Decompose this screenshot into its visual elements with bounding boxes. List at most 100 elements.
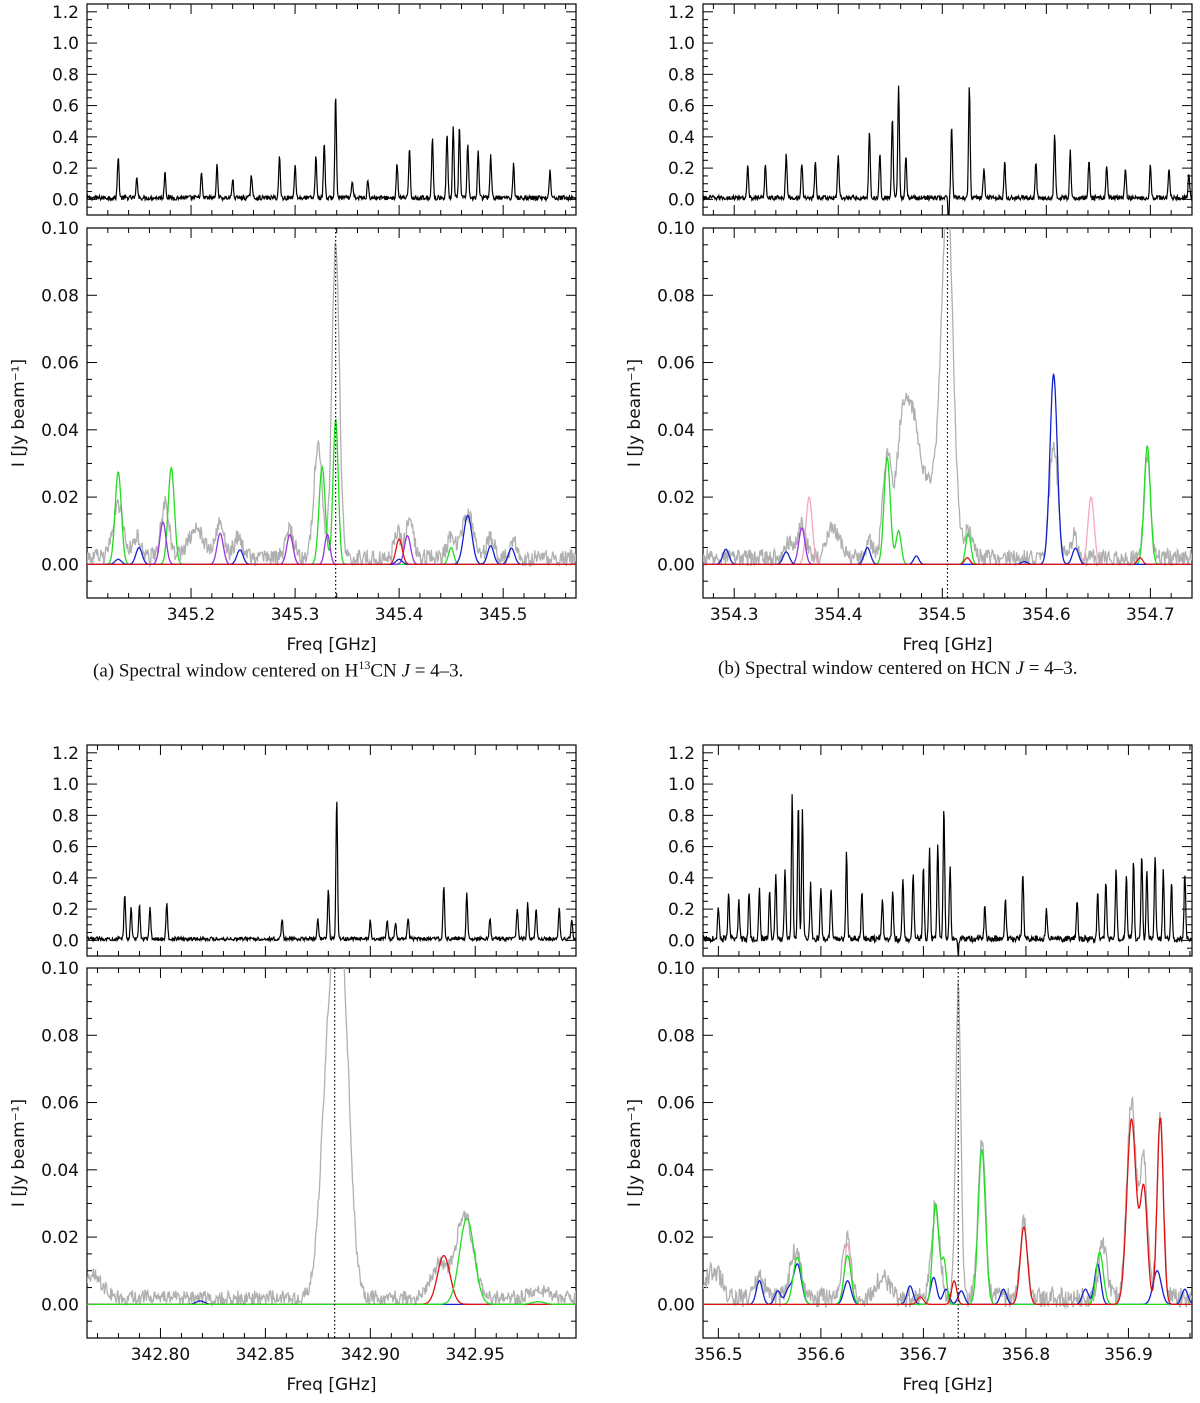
chart-b-top-ytick-label: 1.2 <box>668 3 695 23</box>
chart-b-top-ytick-label: 1.0 <box>668 34 695 54</box>
chart-b-top-frame <box>702 3 1193 216</box>
chart-a-observed-spectrum <box>87 242 576 569</box>
chart-d-bottom-ytick-label: 0.06 <box>657 1094 695 1114</box>
chart-a-top-ytick-label: 0.4 <box>52 128 79 148</box>
chart-c-top-ytick-label: 0.4 <box>52 869 79 889</box>
chart-c-ylabel: I [Jy beam⁻¹] <box>9 1099 29 1207</box>
chart-d-bottom-ytick-label: 0.04 <box>657 1161 695 1181</box>
chart-c-observed-spectrum <box>87 968 576 1308</box>
chart-d-observed-spectrum <box>703 982 1192 1310</box>
chart-a-top-ytick-label: 0.6 <box>52 97 79 117</box>
chart-a: 0.0 0.2 0.4 0.6 0.8 1.0 1.2 345.2 345.3 345.4 345.… <box>9 3 577 655</box>
chart-b-series-pink <box>703 496 1192 566</box>
chart-a-series-green <box>87 417 576 566</box>
chart-a-series-red <box>87 538 576 566</box>
chart-d-ylabel: I [Jy beam⁻¹] <box>625 1099 645 1207</box>
chart-c-xtick-label: 342.85 <box>236 1345 295 1365</box>
chart-d-top-ytick-label: 1.0 <box>668 775 695 795</box>
chart-d-top-ytick-label: 0.6 <box>668 838 695 858</box>
chart-b-top-ytick-label: 0.8 <box>668 65 695 85</box>
chart-c-top-ytick-label: 0.6 <box>52 838 79 858</box>
chart-c-bottom-ytick-label: 0.02 <box>41 1228 79 1248</box>
chart-b-xtick-label: 354.6 <box>1022 605 1071 625</box>
chart-d-xtick-label: 356.8 <box>1002 1345 1051 1365</box>
chart-a-top-ytick-label: 1.0 <box>52 34 79 54</box>
chart-b-ylabel: I [Jy beam⁻¹] <box>625 359 645 467</box>
chart-c-bottom-ytick-label: 0.10 <box>41 959 79 979</box>
chart-b-xtick-label: 354.5 <box>918 605 967 625</box>
chart-a-top-frame <box>86 3 577 216</box>
chart-d-top-spectrum <box>703 794 1192 956</box>
chart-a-top-spectrum <box>87 98 576 203</box>
chart-c-top-ytick-label: 0.2 <box>52 900 79 920</box>
chart-d-bottom-ytick-label: 0.08 <box>657 1026 695 1046</box>
chart-a-top-ytick-label: 1.2 <box>52 3 79 23</box>
chart-c-series-green <box>87 1217 576 1306</box>
chart-b-bottom-ytick-label: 0.08 <box>657 286 695 306</box>
chart-d-top-frame <box>702 744 1193 957</box>
chart-b-bottom-ytick-label: 0.10 <box>657 219 695 239</box>
chart-c-top-ytick-label: 0.8 <box>52 806 79 826</box>
chart-b: 0.0 0.2 0.4 0.6 0.8 1.0 1.2 354.3 354.4 354.5 354.… <box>625 3 1193 655</box>
caption-a: (a) Spectral window centered on H13CN J … <box>93 658 464 682</box>
chart-a-bottom-ytick-label: 0.10 <box>41 219 79 239</box>
chart-d-top-ytick-label: 0.2 <box>668 900 695 920</box>
chart-a-ylabel: I [Jy beam⁻¹] <box>9 359 29 467</box>
chart-b-top-spectrum <box>703 85 1192 215</box>
chart-c-top-ytick-label: 1.0 <box>52 775 79 795</box>
chart-d-xlabel: Freq [GHz] <box>903 1375 993 1395</box>
chart-b-xtick-label: 354.7 <box>1126 605 1175 625</box>
chart-c-top-ytick-label: 1.2 <box>52 744 79 764</box>
chart-a-top-ytick-label: 0.0 <box>52 190 79 210</box>
chart-c-bottom-ytick-label: 0.04 <box>41 1161 79 1181</box>
chart-d-xtick-label: 356.5 <box>694 1345 743 1365</box>
chart-d-bottom-ytick-label: 0.10 <box>657 959 695 979</box>
chart-a-xtick-label: 345.2 <box>167 605 216 625</box>
chart-d-series-red <box>703 1117 1192 1306</box>
chart-c-top-spectrum <box>87 801 576 943</box>
chart-a-top-ytick-label: 0.8 <box>52 65 79 85</box>
chart-d-bottom-ytick-label: 0.02 <box>657 1228 695 1248</box>
chart-d-top-ytick-label: 0.8 <box>668 806 695 826</box>
chart-d-top-ytick-label: 0.0 <box>668 931 695 951</box>
chart-a-bottom-ytick-label: 0.06 <box>41 354 79 374</box>
chart-a-xlabel: Freq [GHz] <box>287 635 377 655</box>
chart-d: 0.0 0.2 0.4 0.6 0.8 1.0 1.2 356.5 356.6 356.7 356.… <box>625 744 1193 1395</box>
chart-b-xtick-label: 354.3 <box>710 605 759 625</box>
chart-b-bottom-ytick-label: 0.04 <box>657 421 695 441</box>
chart-d-top-ytick-label: 1.2 <box>668 744 695 764</box>
chart-c-bottom-ytick-label: 0.00 <box>41 1295 79 1315</box>
chart-b-top-ytick-label: 0.0 <box>668 190 695 210</box>
chart-d-xtick-label: 356.7 <box>899 1345 948 1365</box>
chart-a-xtick-label: 345.3 <box>271 605 320 625</box>
chart-b-bottom-ytick-label: 0.06 <box>657 354 695 374</box>
chart-b-bottom-ytick-label: 0.00 <box>657 555 695 575</box>
chart-d-xtick-label: 356.9 <box>1104 1345 1153 1365</box>
chart-b-top-ytick-label: 0.6 <box>668 97 695 117</box>
chart-c-bottom-frame <box>86 967 577 1339</box>
chart-a-bottom-ytick-label: 0.00 <box>41 555 79 575</box>
chart-a-bottom-ytick-label: 0.08 <box>41 286 79 306</box>
chart-d-top-ytick-label: 0.4 <box>668 869 695 889</box>
chart-a-top-ytick-label: 0.2 <box>52 159 79 179</box>
chart-a-bottom-ytick-label: 0.02 <box>41 488 79 508</box>
chart-c: 0.0 0.2 0.4 0.6 0.8 1.0 1.2 342.80 342.85 342.90 3… <box>9 744 577 1395</box>
caption-b: (b) Spectral window centered on HCN J = … <box>718 658 1078 679</box>
chart-a-xtick-label: 345.5 <box>479 605 528 625</box>
chart-a-bottom-ytick-label: 0.04 <box>41 421 79 441</box>
chart-b-top-ytick-label: 0.4 <box>668 128 695 148</box>
chart-d-xtick-label: 356.6 <box>797 1345 846 1365</box>
chart-b-observed-spectrum <box>703 228 1192 567</box>
chart-d-bottom-ytick-label: 0.00 <box>657 1295 695 1315</box>
chart-c-xtick-label: 342.90 <box>341 1345 400 1365</box>
chart-b-bottom-ytick-label: 0.02 <box>657 488 695 508</box>
chart-b-xtick-label: 354.4 <box>814 605 863 625</box>
chart-b-xlabel: Freq [GHz] <box>903 635 993 655</box>
chart-b-top-ytick-label: 0.2 <box>668 159 695 179</box>
chart-c-bottom-ytick-label: 0.08 <box>41 1026 79 1046</box>
chart-a-xtick-label: 345.4 <box>375 605 424 625</box>
chart-d-series-green <box>703 1147 1192 1306</box>
chart-c-xtick-label: 342.80 <box>131 1345 190 1365</box>
